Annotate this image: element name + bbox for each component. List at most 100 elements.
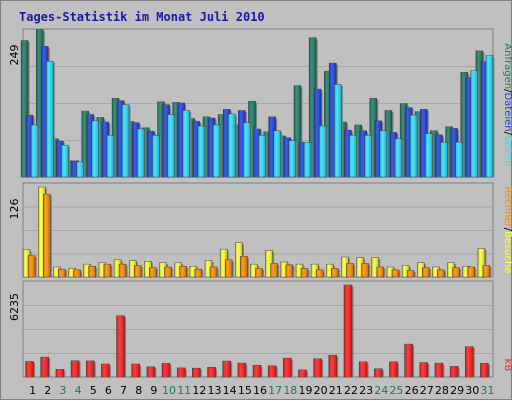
x-tick-label: 12 [192, 384, 206, 397]
bar-shade [240, 256, 248, 277]
bar-shade [339, 122, 347, 177]
bar-shade [303, 142, 311, 177]
legend-item: Rechner [502, 186, 512, 228]
bar-shade [223, 109, 231, 177]
bar-shade [455, 142, 463, 177]
bar-shade [203, 116, 211, 177]
bar-shade [68, 268, 76, 277]
x-tick-label: 8 [135, 384, 142, 397]
bar-shade [389, 361, 398, 377]
panel-requests: 249 Anfragen/Dateien/Seiten [8, 28, 512, 178]
bar-shade [189, 266, 197, 277]
bar-shade [280, 262, 288, 277]
bar-shade [371, 257, 379, 277]
bar-shade [389, 132, 397, 177]
bar-shade [248, 101, 256, 177]
bar-shade [346, 263, 354, 277]
bar-shade [344, 130, 352, 177]
x-axis-day-labels: 1 2 3 4 5 6 7 8 9 10 11 12 13 14 15 16 17 18 19 20 21 22 23 24 2… [29, 384, 494, 397]
x-tick-label: 18 [283, 384, 297, 397]
bar-shade [477, 248, 485, 277]
bar-shade [40, 357, 49, 377]
bar-shade [228, 113, 236, 177]
x-tick-label: 17 [268, 384, 282, 397]
y-max-label: 6235 [8, 293, 21, 321]
bar-shade [98, 262, 106, 277]
bar-shade [404, 344, 413, 377]
x-tick-label: 27 [420, 384, 434, 397]
bar-shade [407, 270, 415, 277]
bar-shade [452, 267, 460, 277]
bar-shade [86, 360, 95, 377]
bar-shade [313, 358, 322, 377]
legend-item: Dateien [502, 92, 512, 131]
legend-separator: / [502, 89, 512, 93]
bar-shade [157, 101, 165, 177]
bar-shade [222, 361, 231, 377]
x-tick-label: 14 [223, 384, 237, 397]
bar-shade [379, 130, 387, 177]
bar-shade [38, 187, 46, 277]
bar-shade [278, 135, 286, 177]
bar-shade [374, 120, 382, 177]
bar-shade [470, 70, 478, 177]
bar-shade [369, 98, 377, 177]
bar-shade [425, 133, 433, 177]
bar-shade [270, 263, 278, 277]
panel-visits: 126 Rechner/Besuche [8, 182, 512, 278]
bar-shade [56, 141, 64, 177]
bar-shade [435, 134, 443, 177]
y-max-label: 249 [8, 45, 21, 66]
bar-shade [314, 89, 322, 177]
bar-shade [131, 364, 140, 377]
bar-shade [159, 262, 167, 277]
bar-shade [235, 242, 243, 277]
x-tick-label: 29 [450, 384, 464, 397]
bar-shade [328, 355, 337, 377]
bar-shade [359, 361, 368, 377]
bar-shade [447, 262, 455, 277]
bar-shade [285, 264, 293, 277]
x-tick-label: 24 [374, 384, 388, 397]
bar-shade [319, 126, 327, 177]
bar-shade [394, 138, 402, 177]
bar-shade [213, 124, 221, 177]
x-tick-label: 19 [298, 384, 312, 397]
bar-shade [174, 262, 182, 277]
bar-shade [298, 369, 307, 377]
bar-shade [112, 98, 120, 177]
x-tick-label: 4 [75, 384, 82, 397]
bar-shade [265, 250, 273, 277]
bar-shade [172, 102, 180, 177]
bar-shade [43, 194, 51, 277]
bar-shade [288, 140, 296, 177]
bar-shade [326, 264, 334, 277]
bar-shade [101, 122, 109, 177]
bar-shade [298, 142, 306, 177]
legend-item: Seiten [502, 135, 512, 167]
bar-shade [300, 268, 308, 277]
bar-shade [331, 268, 339, 277]
bar-shade [192, 121, 200, 177]
bar-shade [137, 129, 145, 177]
x-tick-label: 21 [329, 384, 343, 397]
bar-shade [152, 135, 160, 177]
bar-shade [187, 118, 195, 177]
bar-shade [207, 367, 216, 377]
panel-kb: 6235 kB [8, 280, 512, 378]
bar-shade [384, 110, 392, 177]
bar-shade [41, 46, 49, 177]
bar-shade [467, 267, 475, 277]
x-tick-label: 13 [208, 384, 222, 397]
bar-shade [480, 363, 489, 377]
bar-shade [36, 29, 44, 177]
bar-shade [402, 265, 410, 277]
legend-text: Anfragen/Dateien/Seiten [502, 43, 512, 166]
bar-shade [149, 267, 157, 277]
bar-shade [210, 267, 218, 277]
bar-shade [192, 368, 201, 377]
bar-shade [417, 262, 425, 277]
bar-shade [422, 267, 430, 277]
